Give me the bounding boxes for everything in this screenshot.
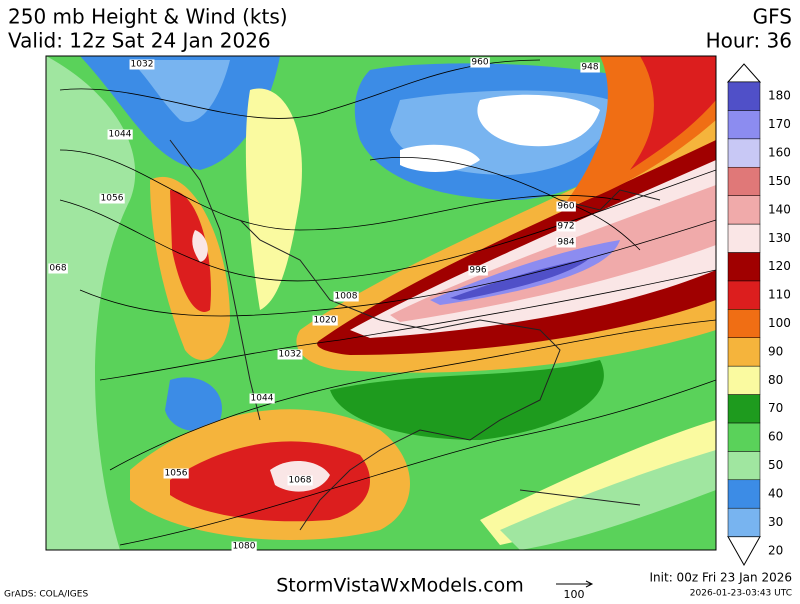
contour-label-bg — [470, 57, 490, 68]
contour-label-bg — [129, 59, 155, 70]
contour-label: 1044 — [251, 394, 274, 404]
colorbar-label: 50 — [768, 458, 783, 472]
contour-label: 1008 — [335, 292, 358, 302]
colorbar-swatch — [727, 138, 761, 168]
colorbar-swatch — [727, 479, 761, 509]
valid-time: Valid: 12z Sat 24 Jan 2026 — [8, 29, 271, 53]
contour-label: 1032 — [131, 60, 154, 70]
colorbar-swatch — [727, 81, 761, 111]
map — [46, 56, 716, 550]
contour-label-bg — [580, 62, 600, 73]
colorbar-swatch — [727, 166, 761, 196]
colorbar-label: 150 — [768, 174, 791, 188]
colorbar-label: 130 — [768, 231, 791, 245]
contour-label: 1056 — [165, 469, 188, 479]
colorbar-label: 140 — [768, 202, 791, 216]
timestamp: 2026-01-23-03:43 UTC — [690, 589, 792, 599]
colorbar-swatch — [727, 536, 761, 567]
colorbar-label: 40 — [768, 486, 783, 500]
colorbar-swatch — [727, 394, 761, 424]
contour-label: 984 — [557, 238, 574, 248]
contour-label-bg — [163, 468, 189, 479]
contour-label: 1020 — [314, 316, 337, 326]
colorbar-label: 90 — [768, 344, 783, 358]
contour-label: 1032 — [279, 350, 302, 360]
contour-label-bg — [556, 221, 576, 232]
contour-label: 972 — [557, 222, 574, 232]
contour-label-bg — [468, 265, 488, 276]
contour-label: 996 — [469, 266, 486, 276]
colorbar-swatch — [727, 507, 761, 537]
forecast-hour: Hour: 36 — [706, 29, 792, 53]
colorbar-swatch — [727, 110, 761, 140]
colorbar-label: 180 — [768, 89, 791, 103]
contour-label: 960 — [557, 202, 574, 212]
contour-label-bg — [333, 291, 359, 302]
colorbar-swatch — [727, 309, 761, 338]
colorbar-swatch — [727, 365, 761, 395]
contour-label-bg — [249, 393, 275, 404]
colorbar-label: 100 — [768, 316, 791, 330]
contour-label-bg — [231, 541, 257, 552]
colorbar-swatch — [727, 337, 761, 367]
colorbar-label: 20 — [768, 543, 783, 557]
map-frame — [45, 55, 717, 551]
colorbar-cap — [726, 63, 762, 83]
contour-label-bg — [312, 315, 338, 326]
colorbar-swatch — [727, 195, 761, 225]
init-time: Init: 00z Fri 23 Jan 2026 — [650, 571, 792, 585]
colorbar-label: 80 — [768, 373, 783, 387]
colorbar-label: 70 — [768, 401, 783, 415]
model: GFS — [753, 5, 792, 29]
contour-label: 960 — [471, 58, 488, 68]
credit: GrADS: COLA/IGES — [4, 590, 88, 600]
colorbar-label: 160 — [768, 146, 791, 160]
colorbar-swatch — [727, 252, 761, 282]
title: 250 mb Height & Wind (kts) — [8, 5, 288, 29]
contour-label: 1080 — [233, 542, 256, 552]
vector-scale-head — [585, 580, 594, 588]
contour-label-bg — [287, 475, 313, 486]
contour-label-bg — [107, 129, 133, 140]
colorbar-label: 110 — [768, 288, 791, 302]
colorbar-swatch — [727, 280, 761, 310]
colorbar-swatch — [727, 422, 761, 452]
vector-scale: 100 — [564, 588, 585, 600]
contour-label: 1068 — [289, 476, 312, 486]
site: StormVistaWxModels.com — [276, 575, 524, 597]
contour-label-bg — [99, 193, 125, 204]
colorbar-label: 30 — [768, 515, 783, 529]
contour-label-bg — [556, 237, 576, 248]
contour-label: 1044 — [109, 130, 132, 140]
contour-label: 1056 — [101, 194, 124, 204]
contour-label-bg — [556, 201, 576, 212]
colorbar-label: 170 — [768, 117, 791, 131]
colorbar-label: 120 — [768, 259, 791, 273]
contour-label-bg — [277, 349, 303, 360]
colorbar-swatch — [727, 451, 761, 481]
contour-label: 948 — [581, 63, 598, 73]
contour-label: 068 — [49, 264, 66, 274]
contour-label-bg — [48, 263, 68, 274]
colorbar-label: 60 — [768, 430, 783, 444]
colorbar-swatch — [727, 223, 761, 253]
